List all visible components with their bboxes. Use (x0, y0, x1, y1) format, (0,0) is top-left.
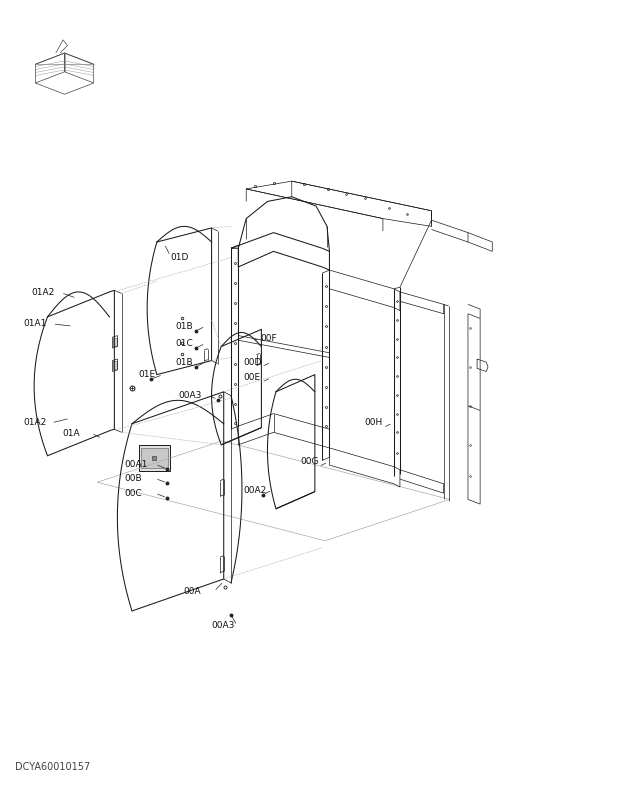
Text: DCYA60010157: DCYA60010157 (16, 763, 91, 772)
Text: 01D: 01D (170, 253, 188, 262)
Text: 00G: 00G (300, 458, 319, 466)
Bar (139, 445, 170, 471)
Text: 00E: 00E (243, 373, 260, 382)
Bar (113, 338, 117, 345)
Text: 00A3: 00A3 (179, 391, 202, 400)
Text: 01C: 01C (175, 339, 193, 348)
Text: 01B: 01B (175, 322, 193, 330)
Text: 00D: 00D (243, 357, 262, 367)
Text: 01A2: 01A2 (32, 288, 55, 297)
Text: 00A: 00A (184, 587, 202, 596)
Bar (113, 361, 117, 369)
Text: 01B: 01B (175, 357, 193, 367)
Text: 01E: 01E (139, 370, 156, 379)
Text: 01A: 01A (62, 428, 80, 438)
Text: 00F: 00F (260, 334, 277, 343)
Text: 00B: 00B (125, 474, 143, 483)
Text: 00H: 00H (365, 419, 383, 427)
Text: 00A3: 00A3 (211, 622, 235, 630)
Text: 01A1: 01A1 (23, 319, 46, 329)
Text: 00A1: 00A1 (125, 460, 148, 469)
Text: 00A2: 00A2 (243, 486, 267, 494)
Text: 01A2: 01A2 (23, 419, 46, 427)
Bar (141, 448, 168, 468)
Text: 00C: 00C (125, 489, 143, 498)
